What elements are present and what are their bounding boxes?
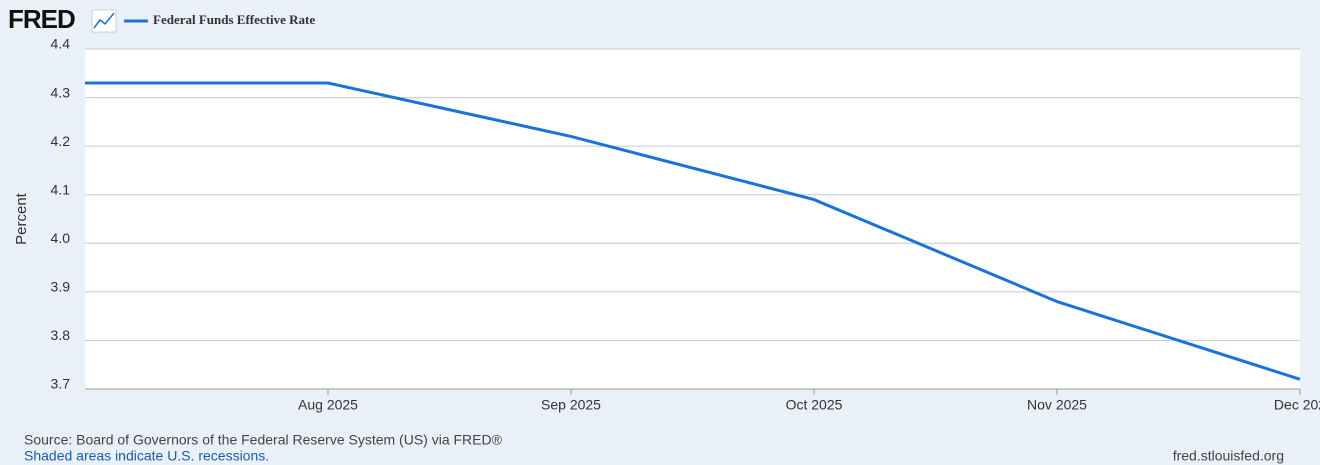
plot-area: [85, 49, 1300, 389]
y-tick-label: 3.9: [51, 279, 71, 295]
y-tick-label: 4.4: [51, 36, 71, 52]
source: Source: Board of Governors of the Federa…: [24, 432, 503, 448]
logo: FRED: [8, 4, 75, 34]
y-tick-label: 4.2: [51, 133, 71, 149]
x-tick-label: Aug 2025: [298, 397, 358, 413]
y-tick-label: 4.1: [51, 181, 71, 197]
data-line: [85, 81, 1301, 381]
x-tick-label: Nov 2025: [1027, 397, 1087, 413]
y-tick-label: 4.3: [51, 84, 71, 100]
x-tick-label: Sep 2025: [541, 397, 601, 413]
y-tick-label: 3.7: [51, 376, 71, 392]
y-tick-label: 3.8: [51, 327, 71, 343]
legend-label: Federal Funds Effective Rate: [153, 12, 315, 27]
site: fred.stlouisfed.org: [1173, 448, 1284, 464]
y-tick-label: 4.0: [51, 230, 71, 246]
x-tick-label: Oct 2025: [786, 397, 843, 413]
note: Shaded areas indicate U.S. recessions.: [24, 448, 269, 464]
y-axis-label: Percent: [13, 192, 30, 245]
logo-icon: [91, 9, 117, 33]
x-tick-label: Dec 202: [1274, 397, 1320, 413]
